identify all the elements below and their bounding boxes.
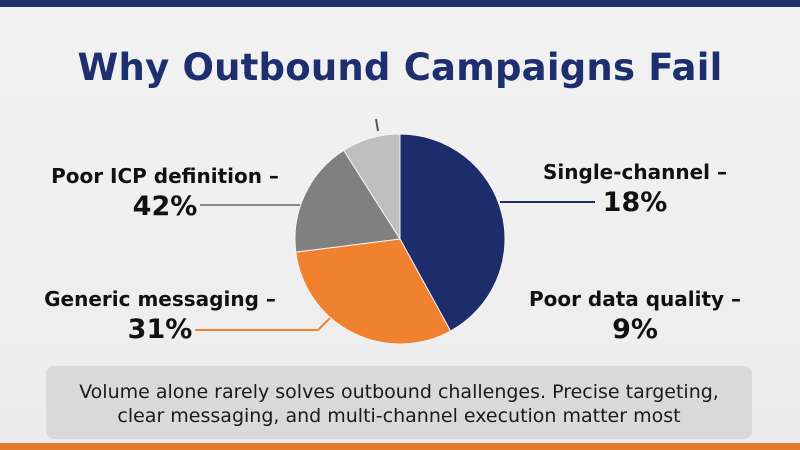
page-title: Why Outbound Campaigns Fail <box>77 46 723 89</box>
label-generic-messaging-percent: 31% <box>127 314 193 345</box>
caption-text: Volume alone rarely solves outbound chal… <box>79 381 719 427</box>
label-poor-data-quality-name: Poor data quality – <box>528 287 742 311</box>
label-poor-data-quality-percent: 9% <box>612 314 658 345</box>
header-bar <box>0 0 800 7</box>
pie-slices <box>294 133 506 345</box>
label-generic-messaging: Generic messaging – 31% <box>30 286 290 348</box>
pie-slice-single-channel <box>294 149 401 253</box>
label-generic-messaging-name: Generic messaging – <box>44 287 276 311</box>
pie-slice-poor-icp <box>399 133 506 332</box>
pie-slice-generic-messaging <box>295 238 452 345</box>
label-single-channel: Single-channel – 18% <box>530 159 740 221</box>
callout-tick-top <box>375 118 379 132</box>
label-single-channel-name: Single-channel – <box>543 160 727 184</box>
label-single-channel-percent: 18% <box>602 187 668 218</box>
label-poor-icp-name: Poor ICP definition – <box>51 164 279 188</box>
label-poor-icp-percent: 42% <box>132 191 198 222</box>
pie-slice-poor-data-quality <box>343 133 401 241</box>
footer-bar <box>0 443 800 450</box>
label-poor-data-quality: Poor data quality – 9% <box>520 286 750 348</box>
label-poor-icp: Poor ICP definition – 42% <box>40 163 290 225</box>
caption-box: Volume alone rarely solves outbound chal… <box>46 366 752 439</box>
